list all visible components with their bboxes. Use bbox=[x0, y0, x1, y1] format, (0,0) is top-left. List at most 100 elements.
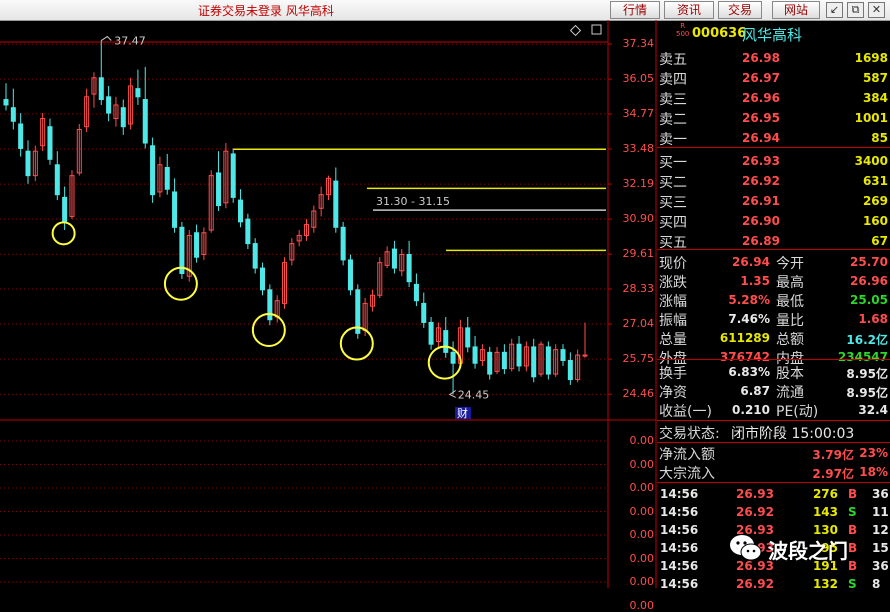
tick-side: S bbox=[848, 577, 857, 591]
level-price: 26.98 bbox=[742, 51, 780, 65]
quote-label: 涨幅 bbox=[659, 294, 687, 310]
tick-count: 11 bbox=[872, 505, 889, 519]
candle-body bbox=[208, 175, 214, 231]
candle-body bbox=[567, 360, 573, 381]
expand-icon bbox=[591, 24, 602, 35]
candle-body bbox=[32, 150, 38, 177]
finance-marker-bg bbox=[455, 407, 471, 419]
fundamental-value: 32.4 bbox=[858, 403, 888, 417]
tick-volume: 276 bbox=[812, 487, 838, 501]
chart-frame bbox=[0, 20, 657, 588]
trade-button[interactable]: 交易 bbox=[718, 1, 762, 19]
candle-body bbox=[3, 99, 9, 106]
quote-value: 25.70 bbox=[850, 255, 888, 269]
quote-value: 1.68 bbox=[858, 312, 888, 326]
level-volume: 1698 bbox=[854, 51, 888, 65]
price-tick-label: 29.61 bbox=[622, 247, 655, 261]
candle-body bbox=[47, 126, 53, 160]
tick-row: 14:56 26.93 191 B 36 bbox=[658, 557, 890, 575]
price-tick-label: 24.46 bbox=[622, 387, 655, 401]
tick-time: 14:56 bbox=[660, 559, 699, 573]
tick-volume: 191 bbox=[812, 559, 838, 573]
candle-body bbox=[443, 330, 449, 353]
candle-body bbox=[391, 248, 397, 269]
website-button[interactable]: 网站 bbox=[772, 1, 820, 19]
level-label: 卖一 bbox=[659, 132, 687, 148]
bottom-marker-circle bbox=[427, 345, 462, 380]
candle-body bbox=[135, 88, 141, 98]
tick-side: B bbox=[848, 559, 858, 573]
panel-separator-line bbox=[657, 359, 890, 360]
quote-value: 5.28% bbox=[728, 293, 770, 307]
flow-value: 3.79亿 bbox=[812, 448, 854, 462]
candle-body bbox=[260, 267, 266, 291]
indicator-tick-label: 0.00 bbox=[629, 528, 655, 541]
candle-body bbox=[194, 232, 200, 258]
indicator-tick-label: 0.00 bbox=[629, 434, 655, 447]
panel-separator-line bbox=[657, 420, 890, 421]
quote-label: 现价 bbox=[659, 256, 687, 272]
candle-body bbox=[479, 349, 485, 362]
tick-price: 26.93 bbox=[736, 523, 774, 537]
candle-body bbox=[347, 259, 353, 291]
indicator-tick-label: 0.00 bbox=[629, 457, 655, 471]
level-label: 卖三 bbox=[659, 92, 687, 108]
quote-row: 总量 611289 总额 16.2亿 bbox=[658, 328, 890, 348]
candle-body bbox=[413, 283, 419, 302]
level-volume: 631 bbox=[862, 174, 888, 188]
candle-body bbox=[501, 351, 507, 370]
quote-label: 总量 bbox=[659, 332, 687, 348]
minimize-icon[interactable]: ↙ bbox=[826, 2, 843, 18]
candle-body bbox=[238, 199, 244, 223]
candle-body bbox=[267, 289, 273, 321]
candle-body bbox=[369, 294, 375, 307]
level-volume: 3400 bbox=[854, 154, 888, 168]
price-tick-label: 37.34 bbox=[622, 37, 655, 51]
tick-side: S bbox=[848, 505, 857, 519]
ask-row: 卖五 26.98 1698 bbox=[658, 48, 890, 68]
candle-body bbox=[450, 351, 456, 364]
fundamental-label: PE(动) bbox=[776, 404, 819, 420]
fundamental-row: 净资 6.87 流通 8.95亿 bbox=[658, 381, 890, 401]
resistance-lines bbox=[233, 148, 606, 252]
quotes-button[interactable]: 行情 bbox=[610, 1, 660, 19]
bottom-marker-circle bbox=[51, 221, 76, 246]
quote-value: 611289 bbox=[719, 331, 770, 345]
close-icon[interactable]: ✕ bbox=[868, 2, 885, 18]
candle-body bbox=[296, 234, 302, 242]
candle-body bbox=[179, 226, 185, 275]
news-button[interactable]: 资讯 bbox=[664, 1, 714, 19]
quote-row: 现价 26.94 今开 25.70 bbox=[658, 252, 890, 272]
level-label: 买二 bbox=[659, 175, 687, 191]
quote-label: 振幅 bbox=[659, 313, 687, 329]
candle-body bbox=[406, 253, 412, 283]
bid-row: 买二 26.92 631 bbox=[658, 171, 890, 191]
restore-icon[interactable]: ⧉ bbox=[847, 2, 864, 18]
candle-body bbox=[252, 243, 258, 269]
bid-row: 买五 26.89 67 bbox=[658, 231, 890, 251]
quote-label: 今开 bbox=[776, 256, 804, 272]
candle-body bbox=[201, 232, 207, 255]
candle-body bbox=[106, 96, 112, 114]
candle-body bbox=[113, 104, 119, 120]
level-price: 26.90 bbox=[742, 214, 780, 228]
candle-body bbox=[230, 153, 236, 198]
quote-value: 1.35 bbox=[740, 274, 770, 288]
candle-body bbox=[18, 123, 24, 149]
range-label: 31.30 - 31.15 bbox=[376, 195, 450, 208]
candlestick-chart[interactable]: 37.47 24.45 31.30 - 31.15 财 bbox=[0, 20, 890, 588]
flow-row: 净流入额 3.79亿 23% bbox=[658, 443, 890, 463]
price-tick-label: 34.77 bbox=[622, 106, 655, 120]
title-bar: 证券交易未登录 风华高科 行情 资讯 交易 网站 ↙ ⧉ ✕ bbox=[0, 0, 890, 21]
candle-body bbox=[98, 77, 104, 101]
fundamental-label: 收益(一) bbox=[659, 404, 712, 420]
candle-body bbox=[40, 118, 46, 147]
candle-body bbox=[333, 180, 339, 228]
candle-body bbox=[355, 289, 361, 334]
candle-body bbox=[128, 85, 134, 125]
fundamental-label: 股本 bbox=[776, 366, 804, 382]
candle-body bbox=[172, 191, 178, 228]
level-price: 26.94 bbox=[742, 131, 780, 145]
bid-row: 买三 26.91 269 bbox=[658, 191, 890, 211]
level-label: 卖五 bbox=[659, 52, 687, 68]
